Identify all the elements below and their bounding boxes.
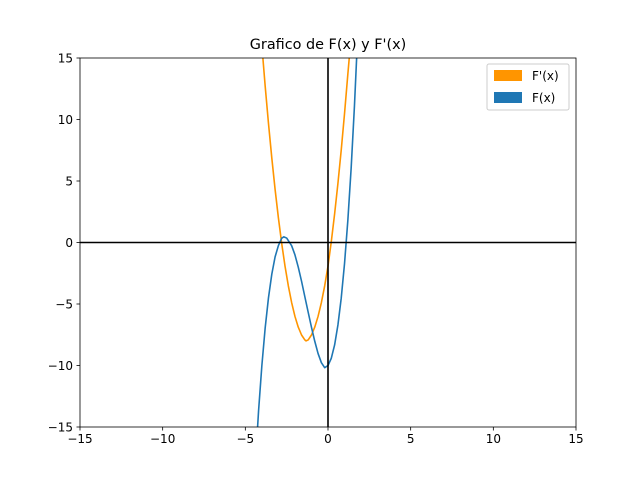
y-tick-label: 10 [58,113,73,127]
y-tick-label: 15 [58,52,73,66]
zero-lines [80,58,576,427]
x-tick-label: 0 [324,432,332,446]
legend-swatch-derivative [494,70,522,81]
y-tick-label: −5 [55,298,73,312]
x-tick-label: −10 [150,432,175,446]
series-layer [256,58,358,427]
y-tick-label: 0 [65,236,73,250]
y-tick-label: −15 [48,421,73,435]
x-tick-label: 15 [568,432,583,446]
x-tick-label: −15 [67,432,92,446]
legend: F'(x) F(x) [486,63,570,111]
legend-label-function: F(x) [532,91,555,105]
series-line-derivative [262,58,351,342]
x-axis: −15 −10 −5 0 5 10 15 [67,427,584,446]
x-tick-label: 10 [486,432,501,446]
chart-title: Grafico de F(x) y F'(x) [250,37,406,53]
legend-swatch-function [494,92,522,103]
y-tick-label: 5 [65,175,73,189]
legend-label-derivative: F'(x) [532,69,559,83]
series-line-function [256,58,358,427]
x-tick-label: −5 [236,432,254,446]
y-tick-label: −10 [48,359,73,373]
y-axis: −15 −10 −5 0 5 10 15 [48,52,80,435]
x-tick-label: 5 [407,432,415,446]
